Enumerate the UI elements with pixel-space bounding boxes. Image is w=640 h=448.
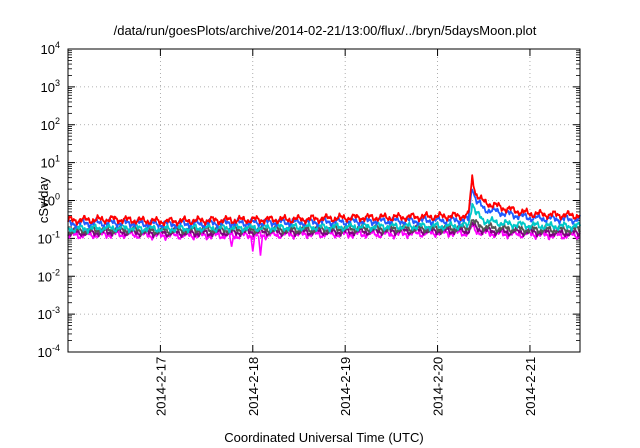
y-tick-label: 101 (41, 154, 60, 171)
plot-frame (67, 48, 581, 353)
y-tick-exponent: -1 (52, 229, 60, 239)
y-tick-label: 10-2 (38, 267, 60, 284)
x-tick-label: 2014-2-20 (431, 357, 446, 416)
y-tick-label: 10-4 (38, 343, 60, 360)
chart-title: /data/run/goesPlots/archive/2014-02-21/1… (114, 23, 537, 38)
series-dip (249, 235, 256, 252)
y-tick-label: 103 (41, 78, 60, 95)
y-tick-exponent: 4 (55, 40, 60, 50)
y-axis-label: cSv/day (36, 176, 51, 223)
y-tick-exponent: 3 (55, 78, 60, 88)
y-tick-base: 10 (38, 307, 52, 322)
series-line-1 (67, 174, 581, 227)
series-line-4 (67, 219, 581, 236)
x-tick-label: 2014-2-21 (523, 357, 538, 416)
y-tick-base: 10 (41, 118, 55, 133)
y-tick-base: 10 (41, 80, 55, 95)
y-tick-base: 10 (41, 42, 55, 57)
y-tick-exponent: 2 (55, 116, 60, 126)
y-tick-base: 10 (41, 156, 55, 171)
y-tick-exponent: -2 (52, 267, 60, 277)
series-dip (228, 235, 235, 247)
y-tick-label: 104 (41, 40, 60, 57)
y-tick-exponent: -3 (52, 305, 60, 315)
y-tick-base: 10 (38, 231, 52, 246)
y-tick-label: 10-1 (38, 229, 60, 246)
grid (68, 49, 580, 352)
x-tick-label: 2014-2-17 (153, 357, 168, 416)
x-tick-label: 2014-2-18 (246, 357, 261, 416)
x-axis-label: Coordinated Universal Time (UTC) (224, 430, 423, 445)
series-layer (67, 174, 581, 256)
y-tick-exponent: -4 (52, 343, 60, 353)
y-tick-base: 10 (41, 194, 55, 209)
x-axis: 2014-2-17 2014-2-18 2014-2-19 2014-2-20 2014… (153, 49, 538, 416)
y-tick-label: 100 (41, 192, 60, 209)
series-line-3 (67, 202, 581, 234)
y-tick-base: 10 (38, 269, 52, 284)
y-tick-label: 10-3 (38, 305, 60, 322)
y-tick-label: 102 (41, 116, 60, 133)
series-dip (257, 235, 264, 256)
y-tick-base: 10 (38, 345, 52, 360)
y-tick-exponent: 0 (55, 192, 60, 202)
y-tick-exponent: 1 (55, 154, 60, 164)
x-tick-label: 2014-2-19 (338, 357, 353, 416)
